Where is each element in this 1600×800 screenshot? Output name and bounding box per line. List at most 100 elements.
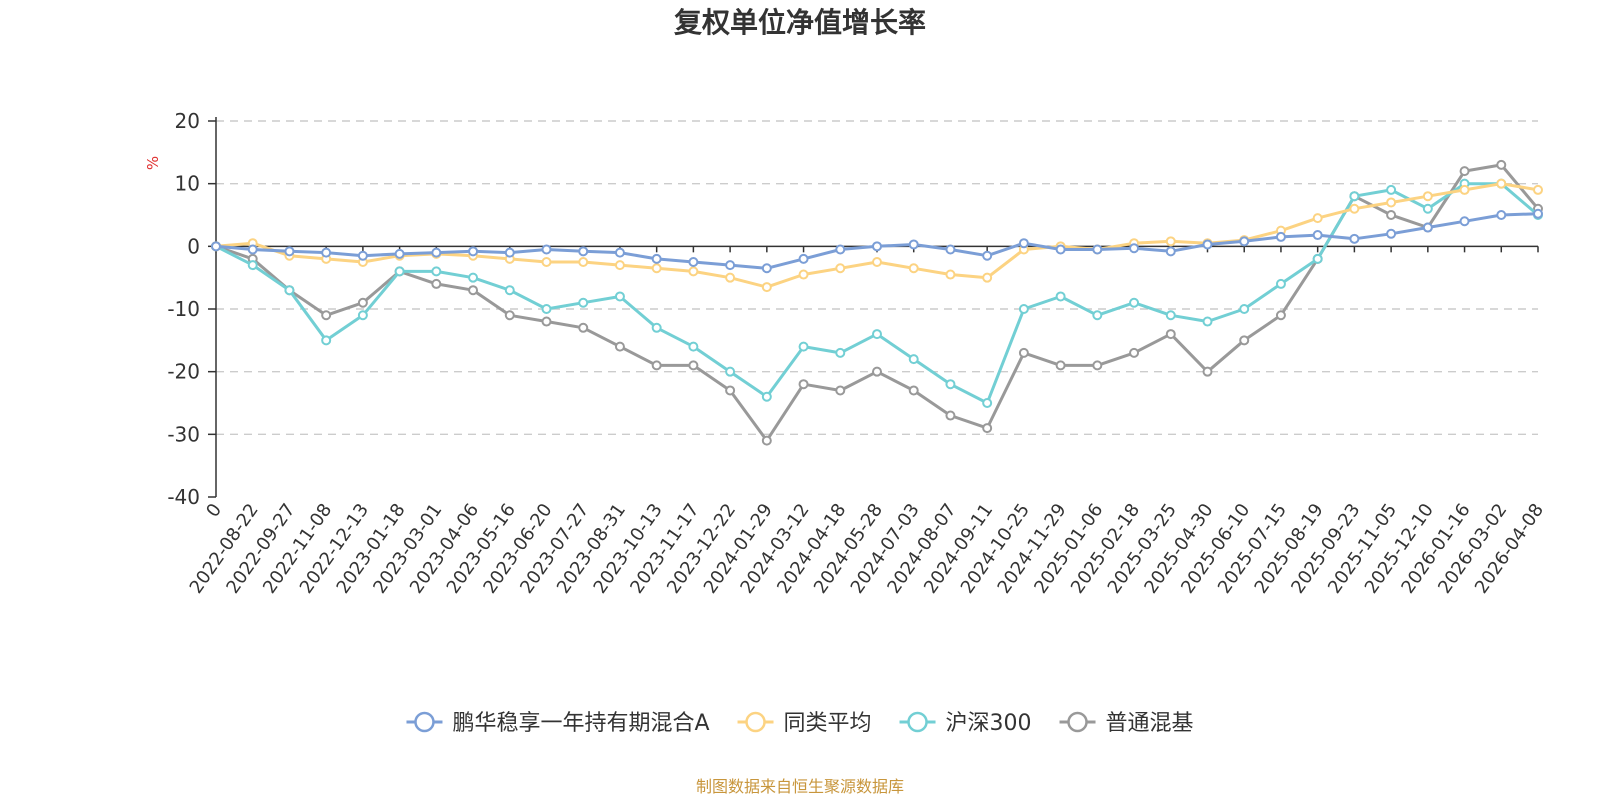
legend-item[interactable]: 普通混基 <box>1059 711 1194 736</box>
data-point <box>504 247 515 258</box>
data-point <box>651 253 662 264</box>
data-point <box>1202 239 1213 250</box>
data-point <box>1129 347 1140 358</box>
data-point <box>1422 203 1433 214</box>
data-point <box>725 366 736 377</box>
data-point <box>357 310 368 321</box>
data-point <box>541 316 552 327</box>
source-note: 制图数据来自恒生聚源数据库 <box>696 777 904 796</box>
data-point <box>651 263 662 274</box>
data-point <box>1386 210 1397 220</box>
data-point <box>614 291 625 302</box>
data-point <box>945 410 956 421</box>
data-point <box>908 354 919 365</box>
y-axis-unit: % <box>144 156 162 170</box>
y-tick-label: 10 <box>175 172 200 196</box>
data-point <box>321 310 332 321</box>
data-point <box>578 297 589 308</box>
data-point <box>798 341 809 352</box>
series-line <box>214 163 1540 443</box>
data-point <box>908 239 919 250</box>
data-point <box>1496 178 1507 189</box>
chart-title: 复权单位净值增长率 <box>674 6 926 39</box>
y-tick-label: 0 <box>187 234 200 258</box>
data-point <box>1055 291 1066 302</box>
data-point <box>1239 304 1250 314</box>
data-point <box>798 379 809 390</box>
legend-swatch-marker <box>907 711 928 733</box>
data-point <box>614 260 625 271</box>
data-point <box>872 257 882 267</box>
legend-label: 鹏华稳享一年持有期混合A <box>452 711 709 736</box>
data-point <box>357 297 368 308</box>
data-point <box>872 241 882 252</box>
data-point <box>1129 297 1140 308</box>
data-point <box>1165 310 1176 321</box>
legend[interactable]: 鹏华稳享一年持有期混合A 同类平均 沪深300 普通混基 <box>406 711 1194 736</box>
data-point <box>908 263 919 274</box>
data-point <box>614 341 625 352</box>
data-point <box>945 244 956 255</box>
data-point <box>651 360 662 371</box>
legend-swatch-marker <box>1067 711 1088 733</box>
data-point <box>835 385 846 396</box>
data-point <box>541 304 552 314</box>
x-axis-ticks: 02022-08-222022-09-272022-11-082022-12-1… <box>186 246 1548 598</box>
data-point <box>1422 191 1433 202</box>
data-point <box>321 335 332 346</box>
data-point <box>1202 366 1213 377</box>
data-point <box>1165 246 1176 257</box>
legend-label: 沪深300 <box>946 711 1032 736</box>
legend-label: 普通混基 <box>1106 711 1194 736</box>
y-tick-label: -20 <box>167 360 200 384</box>
legend-swatch-marker <box>414 711 435 733</box>
legend-item[interactable]: 同类平均 <box>737 711 872 736</box>
data-point <box>431 266 442 277</box>
data-point <box>725 385 736 396</box>
data-point <box>1533 184 1543 195</box>
data-point <box>1165 236 1176 247</box>
data-point <box>982 250 993 261</box>
data-point <box>541 244 552 255</box>
data-point <box>688 341 699 352</box>
y-tick-label: -10 <box>167 297 200 321</box>
data-point <box>1018 347 1029 358</box>
data-point <box>688 360 699 371</box>
data-point <box>651 322 662 333</box>
data-point <box>468 272 479 283</box>
legend-item[interactable]: 沪深300 <box>899 711 1032 736</box>
data-point <box>541 257 552 267</box>
data-point <box>284 246 295 257</box>
data-point <box>1275 278 1286 289</box>
data-point <box>872 329 882 340</box>
data-point <box>1275 310 1286 321</box>
data-point <box>945 269 956 280</box>
data-point <box>504 310 515 321</box>
legend-swatch-marker <box>745 711 766 733</box>
data-point <box>1386 184 1397 195</box>
data-point <box>688 257 699 267</box>
data-point <box>1275 231 1286 242</box>
y-tick-label: -30 <box>167 422 200 446</box>
data-point <box>578 322 589 333</box>
data-point <box>578 257 589 267</box>
data-point <box>1459 184 1470 195</box>
data-point <box>1496 159 1507 170</box>
data-point <box>431 247 442 258</box>
data-point <box>725 260 736 271</box>
data-point <box>468 246 479 257</box>
data-point <box>1312 213 1323 224</box>
data-point <box>394 266 405 277</box>
data-point <box>357 250 368 261</box>
data-point <box>284 285 295 296</box>
data-point <box>394 248 405 259</box>
data-point <box>1349 191 1360 202</box>
data-point <box>761 263 772 274</box>
data-point <box>945 379 956 390</box>
data-point <box>725 272 736 283</box>
data-point <box>578 246 589 257</box>
legend-item[interactable]: 鹏华稳享一年持有期混合A <box>406 711 710 736</box>
data-point <box>835 347 846 358</box>
data-point <box>431 278 442 289</box>
